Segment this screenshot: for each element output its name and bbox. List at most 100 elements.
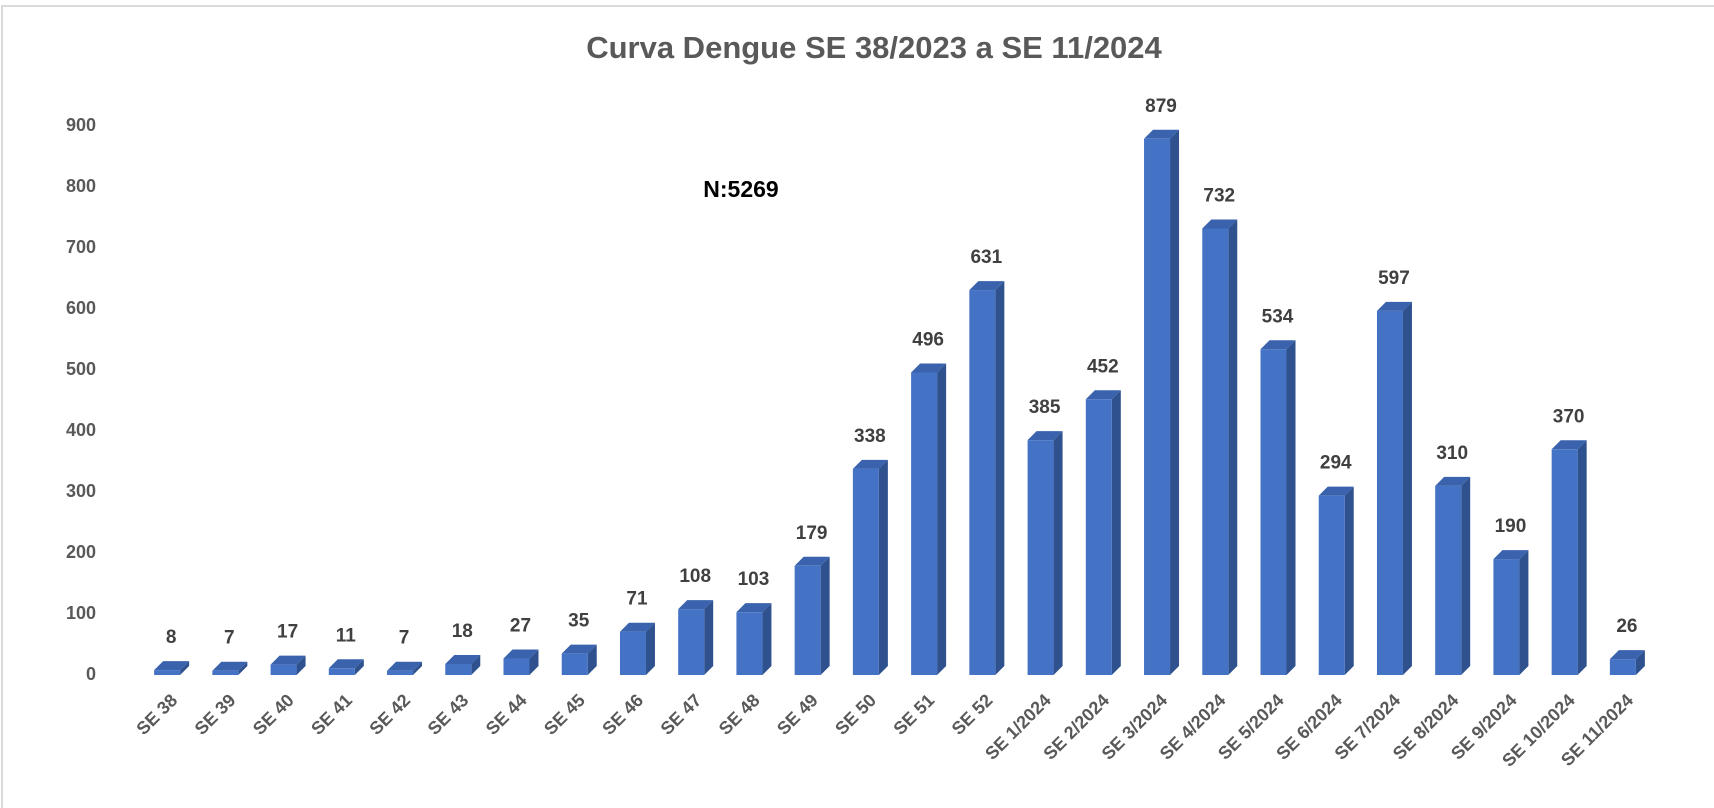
bar-side xyxy=(1111,390,1121,675)
bar-top xyxy=(1609,650,1645,660)
bar-top xyxy=(678,600,714,610)
bar-side xyxy=(1170,129,1180,675)
value-label: 11 xyxy=(336,625,357,646)
bar xyxy=(678,609,705,675)
value-label: 108 xyxy=(679,566,711,587)
bar xyxy=(387,670,414,675)
bar-top xyxy=(1202,219,1238,229)
y-tick-label: 200 xyxy=(66,542,96,562)
bar-top xyxy=(1376,301,1412,311)
bar-side xyxy=(1519,550,1529,675)
bar xyxy=(1318,495,1345,675)
bar xyxy=(561,653,588,675)
bar-top xyxy=(911,363,947,373)
bar-top xyxy=(328,659,364,669)
bar-top xyxy=(561,644,597,654)
y-tick-label: 400 xyxy=(66,420,96,440)
y-tick-label: 0 xyxy=(86,664,96,684)
bar-top xyxy=(1318,486,1354,496)
bar-top xyxy=(794,556,830,566)
bar xyxy=(852,468,879,675)
value-label: 8 xyxy=(166,627,177,648)
bar xyxy=(1609,659,1636,675)
bar xyxy=(1435,485,1462,675)
bar-top xyxy=(1027,431,1063,441)
bar-side xyxy=(471,655,481,675)
value-label: 71 xyxy=(626,589,648,610)
y-tick-label: 700 xyxy=(66,237,96,257)
bar-side xyxy=(180,661,190,675)
value-label: 496 xyxy=(912,329,944,350)
bar xyxy=(1027,440,1054,675)
bar-side xyxy=(354,659,364,675)
value-label: 17 xyxy=(277,622,298,643)
bar-top xyxy=(1551,440,1587,450)
bar xyxy=(1260,349,1287,675)
bar-top xyxy=(1260,340,1296,350)
value-label: 338 xyxy=(854,426,886,447)
bar-top xyxy=(212,661,248,671)
value-label: 18 xyxy=(452,621,473,642)
bar-side xyxy=(1577,440,1587,675)
bar xyxy=(1085,399,1112,675)
y-tick-label: 300 xyxy=(66,481,96,501)
value-label: 190 xyxy=(1495,516,1527,537)
bar-top xyxy=(503,649,539,659)
bar-top xyxy=(1144,129,1180,139)
bar-side xyxy=(1228,219,1238,676)
bar-top xyxy=(270,655,306,665)
bar-side xyxy=(820,556,830,675)
bar xyxy=(503,658,530,675)
bar xyxy=(1493,559,1520,675)
bar-side xyxy=(587,644,597,675)
bar-side xyxy=(529,649,539,675)
value-label: 631 xyxy=(970,247,1002,268)
y-tick-label: 600 xyxy=(66,298,96,318)
bar-side xyxy=(645,622,655,675)
value-label: 385 xyxy=(1029,397,1061,418)
bar xyxy=(154,670,181,675)
annotation: N:5269 xyxy=(703,176,778,202)
bar-side xyxy=(296,655,306,675)
bar xyxy=(1376,310,1403,675)
value-label: 310 xyxy=(1436,443,1468,464)
bar-top xyxy=(969,281,1005,291)
value-label: 294 xyxy=(1320,453,1352,474)
value-label: 597 xyxy=(1378,268,1410,289)
bar-side xyxy=(413,661,423,675)
bar xyxy=(1202,228,1229,676)
value-label: 35 xyxy=(568,611,590,632)
chart-title: Curva Dengue SE 38/2023 a SE 11/2024 xyxy=(586,30,1162,65)
bar xyxy=(794,565,821,675)
bar-side xyxy=(762,603,772,675)
bar-side xyxy=(1344,486,1354,675)
value-label: 370 xyxy=(1553,406,1585,427)
bar xyxy=(328,668,355,675)
chart-frame xyxy=(1,5,1714,808)
value-label: 27 xyxy=(510,616,531,637)
value-label: 26 xyxy=(1616,616,1637,637)
bar xyxy=(445,664,472,675)
bar-side xyxy=(1402,301,1412,675)
bar-side xyxy=(878,459,888,675)
bar-side xyxy=(995,281,1005,675)
bar-top xyxy=(445,655,481,665)
bar xyxy=(969,290,996,675)
value-label: 879 xyxy=(1145,96,1177,117)
y-tick-label: 500 xyxy=(66,359,96,379)
bar-side xyxy=(704,600,714,675)
bar xyxy=(736,612,763,675)
bar-top xyxy=(852,459,888,469)
value-label: 732 xyxy=(1203,185,1235,206)
value-label: 179 xyxy=(796,523,828,544)
bar xyxy=(1144,138,1171,675)
y-tick-label: 800 xyxy=(66,176,96,196)
bar-top xyxy=(1435,476,1471,486)
bar-top xyxy=(736,603,772,613)
value-label: 534 xyxy=(1262,306,1294,327)
bar-top xyxy=(1493,550,1529,560)
bar-side xyxy=(937,363,947,675)
bar xyxy=(1551,449,1578,675)
bar-top xyxy=(1085,390,1121,400)
